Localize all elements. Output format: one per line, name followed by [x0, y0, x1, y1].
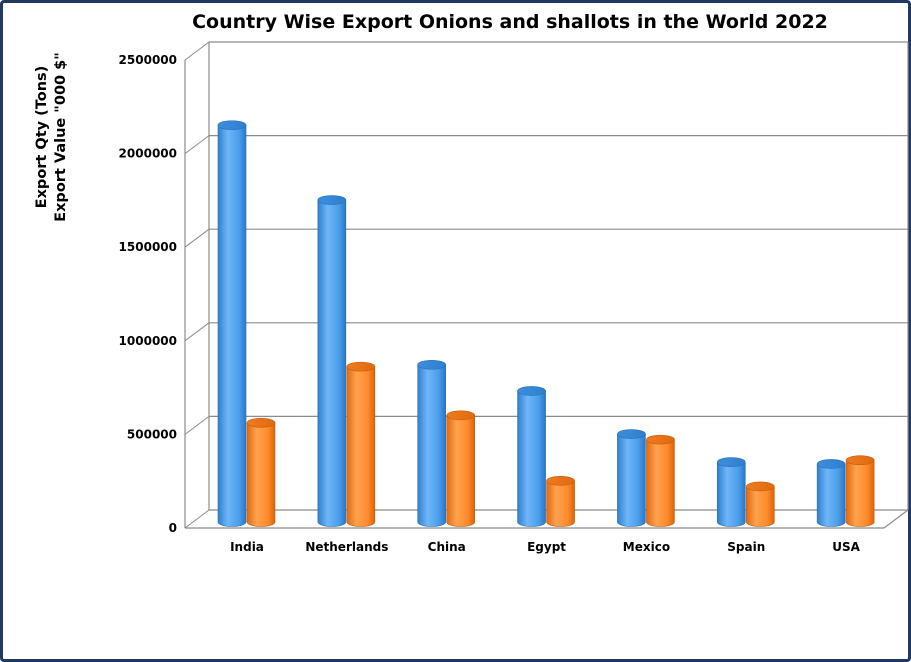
- bar-spain-1: [716, 457, 746, 527]
- bar-cap: [417, 359, 447, 370]
- chart-title: Country Wise Export Onions and shallots …: [192, 11, 828, 33]
- bar-china-1: [417, 359, 447, 527]
- x-tick-label: India: [230, 540, 264, 554]
- x-tick-label: China: [428, 540, 466, 554]
- bar-usa-2: [845, 455, 875, 527]
- bar-usa-1: [816, 459, 846, 527]
- bar-body: [646, 439, 675, 527]
- bar-netherlands-2: [346, 361, 376, 527]
- bar-cap: [845, 455, 875, 466]
- bar-cap: [317, 195, 347, 205]
- x-tick-label: Spain: [727, 540, 765, 554]
- bar-body: [745, 486, 775, 527]
- bar-body: [217, 124, 247, 527]
- bar-india-2: [246, 417, 276, 527]
- bar-mexico-1: [617, 429, 646, 527]
- side-gridline: [184, 415, 210, 435]
- x-tick-label: Mexico: [623, 540, 670, 554]
- x-tick-label: Egypt: [527, 540, 566, 554]
- x-tick-label: USA: [832, 540, 860, 554]
- bar-cap: [346, 361, 376, 372]
- bar-body: [417, 364, 447, 527]
- bar-body: [816, 463, 846, 527]
- floor-right-edge: [883, 509, 909, 529]
- bar-india-1: [217, 120, 247, 527]
- axis-labels: 0 500000 1000000 1500000 2000000 2500000 India…: [119, 53, 861, 554]
- y-tick-label: 1500000: [119, 240, 177, 254]
- side-gridline: [184, 228, 210, 248]
- y-tick-label: 0: [169, 521, 177, 535]
- bar-body: [617, 433, 646, 527]
- bar-cap: [816, 459, 846, 469]
- y-tick-label: 1000000: [119, 334, 177, 348]
- bar-body: [317, 199, 347, 527]
- bar-body: [517, 390, 546, 527]
- bar-body: [845, 459, 875, 527]
- bar-cap: [546, 476, 575, 486]
- bar-body: [246, 422, 276, 527]
- bars: [217, 120, 875, 527]
- side-gridline: [184, 509, 210, 529]
- bar-body: [716, 461, 746, 527]
- bar-body: [446, 414, 476, 527]
- bar-body: [546, 480, 575, 527]
- bar-body: [346, 366, 376, 527]
- bar-china-2: [446, 410, 476, 527]
- y-tick-label: 500000: [127, 427, 177, 441]
- bar-cap: [716, 457, 746, 467]
- side-gridline: [184, 41, 210, 61]
- bar-cap: [246, 417, 276, 428]
- bar-mexico-2: [646, 434, 675, 527]
- axes: [184, 41, 909, 529]
- bar-cap: [446, 410, 476, 421]
- bar-spain-2: [745, 481, 775, 527]
- bar-egypt-2: [546, 476, 575, 527]
- bar-cap: [517, 386, 546, 396]
- side-gridline: [184, 322, 210, 342]
- bar-cap: [646, 434, 675, 445]
- bar-cap: [617, 429, 646, 439]
- x-tick-label: Netherlands: [305, 540, 388, 554]
- bar-cap: [217, 120, 247, 130]
- bar-netherlands-1: [317, 195, 347, 527]
- bar-egypt-1: [517, 386, 546, 527]
- side-gridline: [184, 135, 210, 155]
- y-tick-label: 2000000: [119, 147, 177, 161]
- y-tick-label: 2500000: [119, 53, 177, 67]
- bar-cap: [745, 481, 775, 492]
